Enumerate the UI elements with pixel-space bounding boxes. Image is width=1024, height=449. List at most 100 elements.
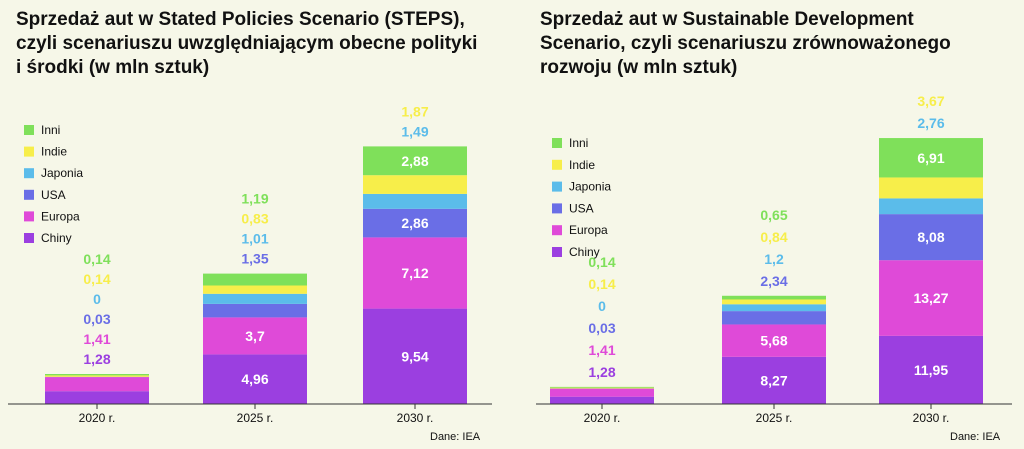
bar-segment-chiny: [550, 396, 654, 404]
legend-swatch-usa: [24, 189, 34, 200]
data-label-inni: 0,14: [588, 254, 615, 270]
data-label-europa: 13,27: [913, 290, 948, 306]
bar-segment-inni: [363, 146, 467, 176]
data-label-europa: 5,68: [760, 333, 787, 349]
data-label-usa: 8,08: [917, 229, 944, 245]
legend-label-usa: USA: [569, 201, 594, 215]
data-label-inni: 6,91: [917, 150, 944, 166]
bar-segment-inni: [879, 138, 983, 178]
data-label-japonia: 1,2: [764, 251, 784, 267]
legend-label-indie: Indie: [569, 158, 595, 172]
legend-swatch-indie: [24, 146, 34, 157]
legend-label-europa: Europa: [41, 209, 80, 223]
x-tick-label: 2025 r.: [756, 411, 793, 425]
data-label-inni: 0,14: [83, 251, 110, 267]
bar-segment-indie: [550, 387, 654, 389]
data-label-europa: 3,7: [245, 328, 265, 344]
data-label-indie: 1,87: [401, 103, 428, 119]
legend-label-europa: Europa: [569, 223, 608, 237]
data-label-indie: 0,84: [760, 229, 787, 245]
data-label-usa: 1,35: [241, 251, 268, 267]
legend-label-indie: Indie: [41, 145, 67, 159]
source-note: Dane: IEA: [430, 431, 481, 443]
x-tick-label: 2020 r.: [584, 411, 621, 425]
x-tick-label: 2030 r.: [913, 411, 950, 425]
data-label-usa: 0,03: [588, 320, 615, 336]
legend-swatch-japonia: [552, 181, 562, 192]
data-label-europa: 1,41: [83, 331, 110, 347]
bar-segment-chiny: [879, 335, 983, 404]
data-label-chiny: 4,96: [241, 371, 268, 387]
data-label-usa: 0,03: [83, 311, 110, 327]
bar-segment-europa: [203, 317, 307, 355]
chart-title: Sprzedaż aut w Stated Policies Scenario …: [16, 9, 478, 78]
data-label-inni: 2,88: [401, 153, 428, 169]
data-label-chiny: 1,28: [83, 351, 110, 367]
data-label-chiny: 9,54: [401, 348, 428, 364]
bar-segment-indie: [722, 299, 826, 305]
bar-segment-inni: [45, 374, 149, 376]
data-label-indie: 0,14: [588, 276, 615, 292]
chart-steps: Inni Indie Japonia USA Europa Chiny 1,28 1,41 0,…: [8, 103, 492, 443]
data-label-japonia: 1,49: [401, 123, 428, 139]
data-label-japonia: 0: [93, 291, 101, 307]
bar-segment-indie: [45, 375, 149, 377]
bar-segment-japonia: [363, 193, 467, 209]
bar-segment-japonia: [722, 304, 826, 312]
data-label-usa: 2,34: [760, 273, 787, 289]
x-tick-label: 2030 r.: [397, 411, 434, 425]
legend-label-inni: Inni: [41, 123, 60, 137]
legend-swatch-chiny: [552, 247, 562, 257]
bar-segment-chiny: [45, 391, 149, 404]
data-label-japonia: 2,76: [917, 115, 944, 131]
data-label-japonia: 0: [598, 298, 606, 314]
source-note: Dane: IEA: [950, 431, 1001, 443]
bar-segment-europa: [45, 377, 149, 392]
bar-segment-europa: [550, 388, 654, 397]
bar-segment-chiny: [203, 354, 307, 404]
data-label-europa: 7,12: [401, 265, 428, 281]
bar-segment-usa: [203, 303, 307, 318]
bar-segment-usa: [722, 311, 826, 325]
bar-segment-europa: [722, 324, 826, 357]
bar-segment-usa: [879, 214, 983, 261]
bar-segment-europa: [879, 260, 983, 336]
bar-segment-japonia: [879, 198, 983, 215]
bar-segment-indie: [879, 177, 983, 199]
legend-label-chiny: Chiny: [41, 231, 72, 245]
chart-sds: Inni Indie Japonia USA Europa Chiny 1,28 1,41 0,…: [536, 93, 1012, 443]
legend-label-japonia: Japonia: [41, 166, 83, 180]
legend-swatch-inni: [24, 125, 34, 135]
legend-swatch-inni: [552, 138, 562, 148]
data-label-inni: 0,65: [760, 207, 787, 223]
bar-segment-indie: [203, 285, 307, 294]
legend-label-chiny: Chiny: [569, 245, 600, 259]
legend-swatch-indie: [552, 159, 562, 170]
data-label-inni: 1,19: [241, 191, 268, 207]
legend-swatch-japonia: [24, 168, 34, 179]
legend-swatch-europa: [552, 225, 562, 236]
bar-segment-japonia: [203, 293, 307, 304]
bar-segment-inni: [550, 386, 654, 388]
data-label-indie: 0,83: [241, 211, 268, 227]
legend-label-usa: USA: [41, 188, 66, 202]
legend-swatch-usa: [552, 203, 562, 214]
data-label-japonia: 1,01: [241, 231, 268, 247]
legend-label-inni: Inni: [569, 136, 588, 150]
bar-segment-chiny: [363, 308, 467, 404]
bar-segment-usa: [363, 208, 467, 238]
data-label-europa: 1,41: [588, 342, 615, 358]
data-label-indie: 3,67: [917, 93, 944, 109]
bar-segment-europa: [363, 237, 467, 309]
legend-swatch-europa: [24, 211, 34, 222]
bar-segment-inni: [203, 273, 307, 286]
data-label-chiny: 1,28: [588, 364, 615, 380]
data-label-usa: 2,86: [401, 215, 428, 231]
x-tick-label: 2025 r.: [237, 411, 274, 425]
bar-segment-chiny: [722, 356, 826, 404]
x-tick-label: 2020 r.: [79, 411, 116, 425]
bar-segment-indie: [363, 175, 467, 194]
bar-segment-inni: [722, 295, 826, 300]
chart-panel-sds: Sprzedaż aut w Sustainable Development S…: [512, 0, 1024, 449]
data-label-chiny: 11,95: [914, 362, 948, 378]
